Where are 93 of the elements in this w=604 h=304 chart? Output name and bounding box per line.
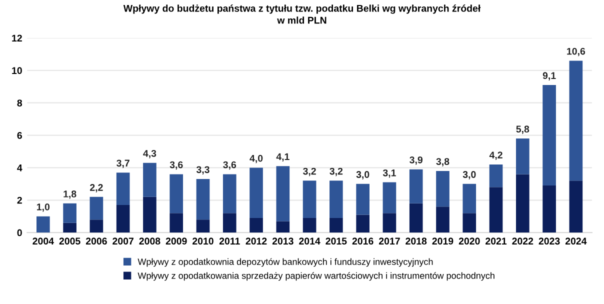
bar [222, 213, 236, 233]
bar [90, 220, 104, 233]
bar [302, 180, 316, 218]
bar [356, 184, 370, 215]
x-tick-label: 2007 [112, 238, 134, 245]
y-tick-label: 12 [12, 34, 22, 42]
y-tick-label: 0 [17, 229, 22, 236]
x-tick-label: 2018 [406, 238, 427, 245]
total-label: 3,8 [436, 158, 450, 166]
x-tick-label: 2011 [219, 238, 240, 245]
total-label: 4,2 [489, 152, 502, 160]
bar [436, 170, 450, 207]
bar [516, 138, 530, 174]
bar [36, 216, 50, 233]
x-tick-label: 2024 [565, 238, 587, 245]
x-tick-label: 2017 [378, 238, 400, 245]
x-tick-label: 2014 [299, 238, 320, 245]
bar [516, 174, 530, 233]
total-label: 1,8 [64, 190, 76, 199]
y-tick-label: 6 [17, 132, 22, 139]
total-label: 3,6 [170, 161, 183, 170]
bar [330, 218, 343, 233]
bar [542, 186, 556, 233]
total-label: 4,1 [276, 153, 290, 162]
total-label: 3,6 [223, 161, 236, 170]
y-tick-label: 8 [17, 100, 22, 106]
total-label: 3,2 [330, 168, 343, 176]
legend-label: Wpływy z opodatkowania sprzedaży papierów wartościowych i instrumentów pochodnych [138, 272, 494, 281]
total-label: 5,8 [516, 126, 530, 134]
total-label: 3,7 [116, 160, 130, 168]
bar [63, 222, 76, 233]
bar [542, 85, 556, 186]
x-tick-label: 2005 [59, 238, 80, 245]
bar [116, 172, 130, 205]
bar [250, 168, 263, 218]
x-tick-label: 2023 [538, 238, 560, 245]
bar [462, 184, 476, 214]
bar [90, 196, 104, 220]
bar [143, 196, 156, 233]
bar [489, 187, 503, 233]
x-tick-label: 2004 [32, 238, 54, 245]
x-tick-label: 2022 [512, 238, 534, 245]
bar [196, 179, 210, 220]
total-label: 3,0 [356, 171, 370, 180]
total-label: 9,1 [542, 72, 556, 80]
x-tick-label: 2009 [166, 238, 187, 245]
bar [462, 213, 476, 233]
chart-title: Wpływy do budżetu państwa z tytułu tzw. podatku Belki wg wybranych źródeł w mld PLN [123, 4, 481, 24]
bar [436, 206, 450, 233]
bar [489, 164, 503, 188]
bar [170, 213, 184, 233]
x-tick-label: 2013 [272, 238, 294, 245]
bar [116, 204, 130, 233]
total-label: 3,0 [462, 171, 476, 180]
total-label: 2,2 [90, 184, 103, 192]
bar [382, 213, 396, 233]
bar [302, 218, 316, 233]
legend-label: Wpływy z opodatkownia depozytów bankowych i funduszy inwestycyjnych [138, 258, 433, 267]
bar [569, 60, 583, 181]
total-label: 3,2 [303, 168, 316, 176]
bar [569, 180, 583, 233]
bar [409, 203, 423, 233]
bar [196, 220, 210, 233]
x-tick-label: 2010 [192, 238, 214, 245]
y-tick-label: 10 [12, 67, 22, 74]
total-label: 4,0 [250, 154, 263, 164]
bar [330, 180, 343, 218]
y-tick-label: 2 [17, 196, 22, 204]
bar [356, 214, 370, 233]
x-tick-label: 2016 [352, 238, 374, 245]
bar [222, 174, 236, 214]
x-tick-label: 2019 [432, 238, 454, 245]
bar [170, 174, 184, 214]
total-label: 4,3 [143, 150, 156, 158]
bar [276, 166, 290, 222]
x-tick-label: 2006 [86, 238, 107, 245]
y-tick-label: 4 [17, 164, 22, 172]
total-label: 3,9 [410, 156, 422, 165]
bar [382, 182, 396, 214]
x-tick-label: 2015 [326, 238, 347, 245]
bar [143, 162, 156, 197]
bar [250, 218, 263, 233]
x-tick-label: 2008 [139, 238, 160, 245]
bar [409, 169, 423, 204]
total-label: 3,1 [382, 169, 396, 178]
total-label: 1,0 [37, 203, 50, 212]
total-label: 3,3 [196, 166, 210, 174]
x-tick-label: 2020 [458, 238, 480, 245]
total-label: 10,6 [567, 48, 586, 56]
x-tick-label: 2021 [486, 238, 507, 245]
x-tick-label: 2012 [246, 238, 267, 245]
bar [63, 203, 76, 223]
bar [276, 221, 290, 233]
